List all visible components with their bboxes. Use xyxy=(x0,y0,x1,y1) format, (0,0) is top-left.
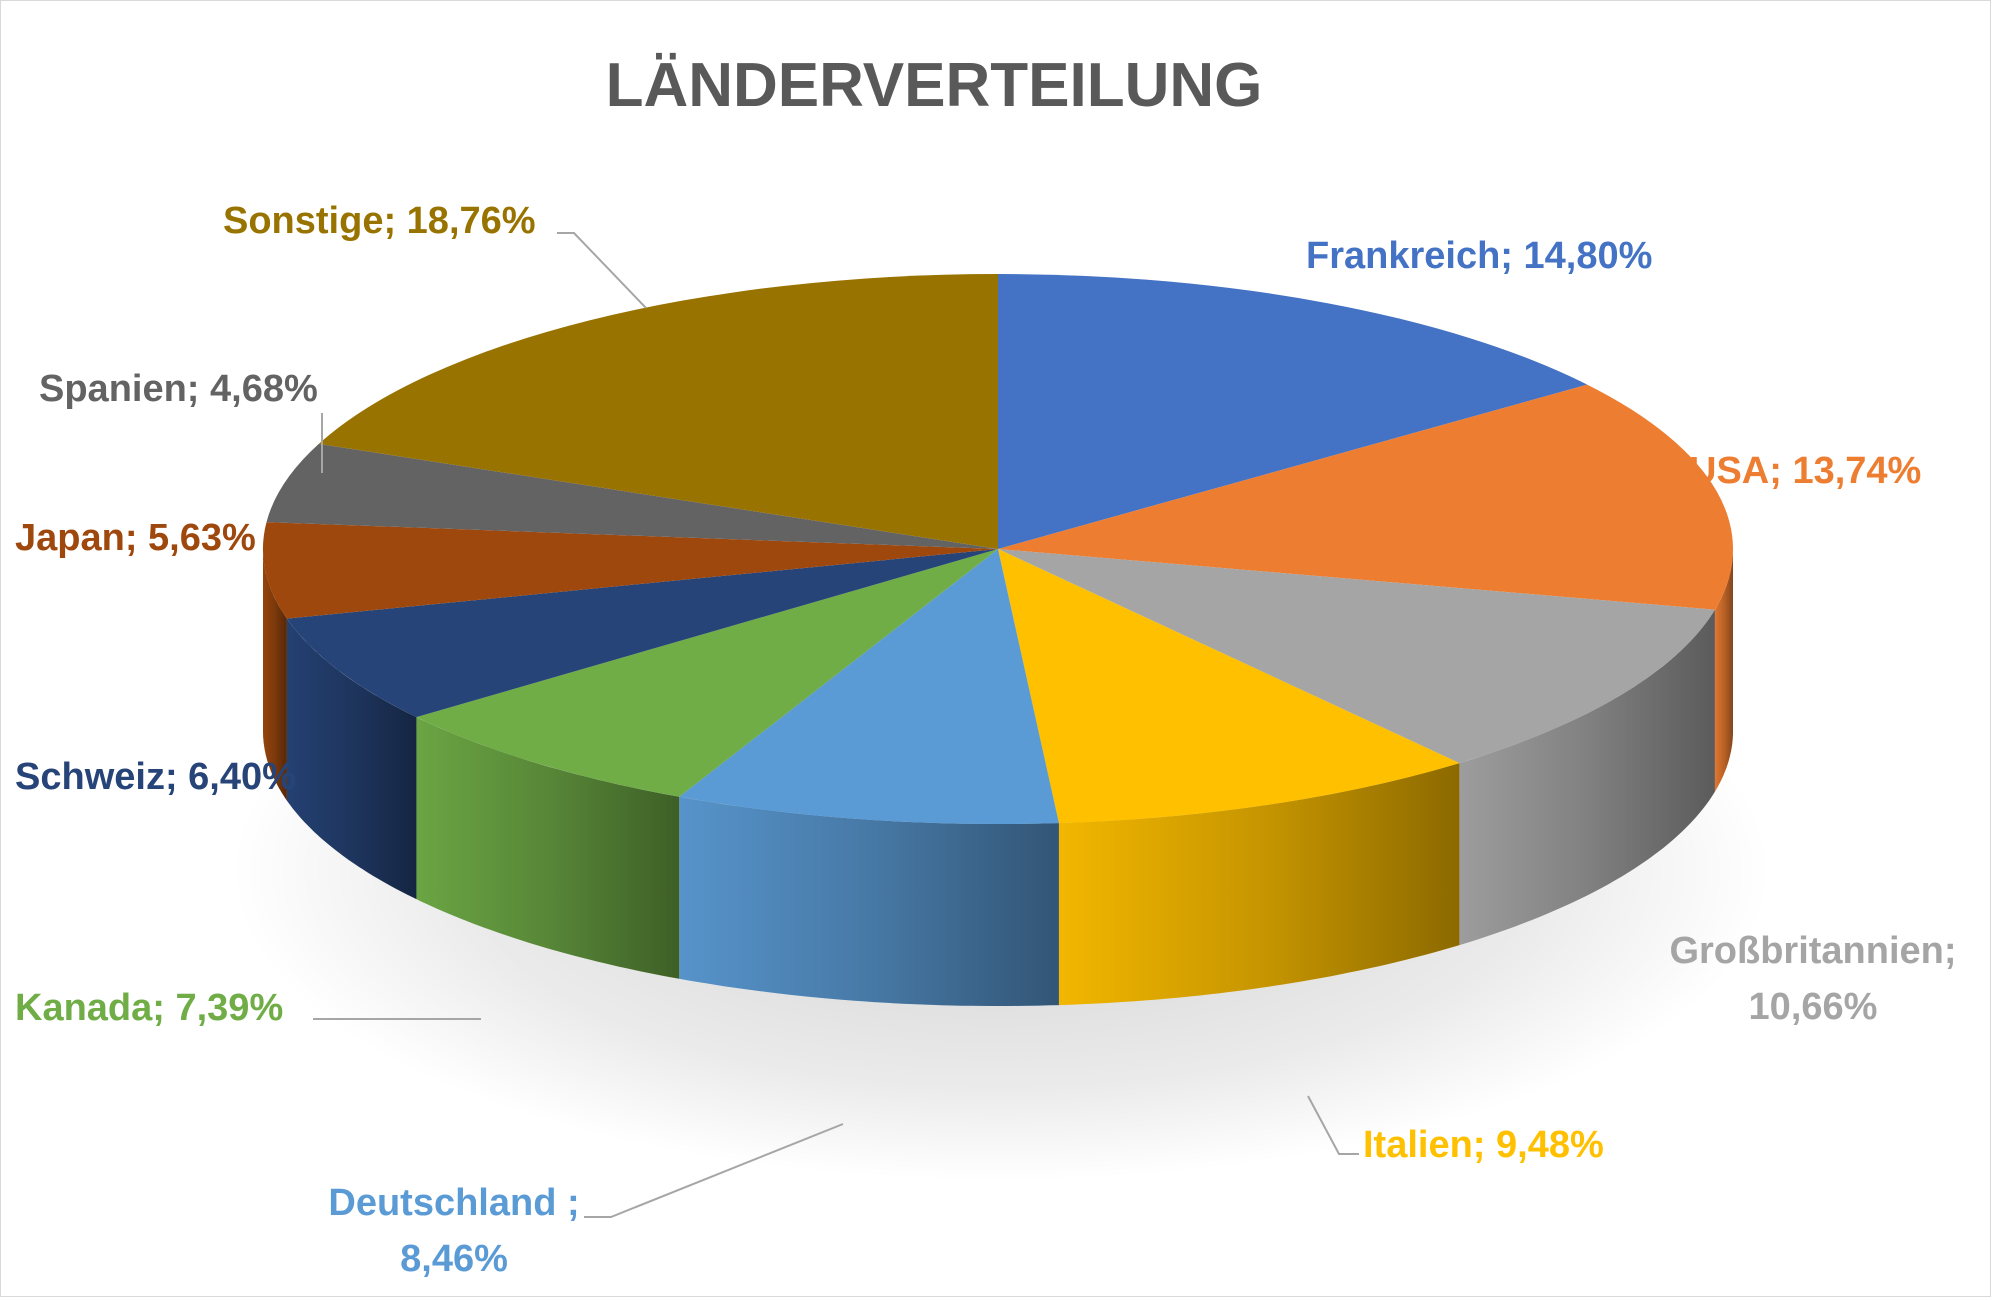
label-usa: USA; 13,74% xyxy=(1689,450,1921,492)
label-sonstige: Sonstige; 18,76% xyxy=(223,200,536,242)
slice-spanien[interactable] xyxy=(266,443,999,549)
side-deutschland-shade xyxy=(679,796,1059,1006)
slice-sonstige[interactable] xyxy=(318,274,998,549)
slice-deutschland[interactable] xyxy=(679,549,1059,825)
chart-title: LÄNDERVERTEILUNG xyxy=(606,51,1263,120)
label-grossbritannien-line-2: 10,66% xyxy=(1749,986,1878,1028)
label-italien: Italien; 9,48% xyxy=(1363,1124,1604,1166)
slice-usa[interactable] xyxy=(998,384,1734,610)
leader-sonstige xyxy=(557,232,647,309)
pie-sides xyxy=(263,549,1733,1006)
label-grossbritannien-line-1: Großbritannien; xyxy=(1669,930,1956,972)
leader-deutschland xyxy=(584,1123,844,1218)
label-schweiz: Schweiz; 6,40% xyxy=(15,756,296,798)
slice-japan[interactable] xyxy=(262,522,998,619)
leader-italien xyxy=(1307,1095,1359,1155)
side-kanada-shade xyxy=(416,717,680,979)
slice-kanada[interactable] xyxy=(416,549,998,797)
side-italien-shade xyxy=(1058,763,1460,1006)
slice-grossbritannien[interactable] xyxy=(998,549,1715,764)
slice-frankreich[interactable] xyxy=(998,274,1588,549)
side-japan-shade xyxy=(263,549,287,801)
side-grossbritannien-shade xyxy=(1459,609,1715,946)
slice-italien[interactable] xyxy=(998,549,1460,824)
data-labels: Frankreich; 14,80% USA; 13,74% Großbritann… xyxy=(15,200,1957,1280)
side-usa-shade xyxy=(1714,549,1733,792)
label-kanada: Kanada; 7,39% xyxy=(15,987,283,1029)
label-deutschland-line-1: Deutschland ; xyxy=(328,1182,579,1224)
slice-schweiz[interactable] xyxy=(286,549,998,718)
leader-lines xyxy=(313,232,1359,1218)
side-schweiz-shade xyxy=(286,618,417,900)
pie-top xyxy=(262,274,1734,825)
label-frankreich: Frankreich; 14,80% xyxy=(1306,235,1652,277)
label-spanien: Spanien; 4,68% xyxy=(39,368,318,410)
label-japan: Japan; 5,63% xyxy=(15,517,256,559)
label-deutschland-line-2: 8,46% xyxy=(400,1238,508,1280)
